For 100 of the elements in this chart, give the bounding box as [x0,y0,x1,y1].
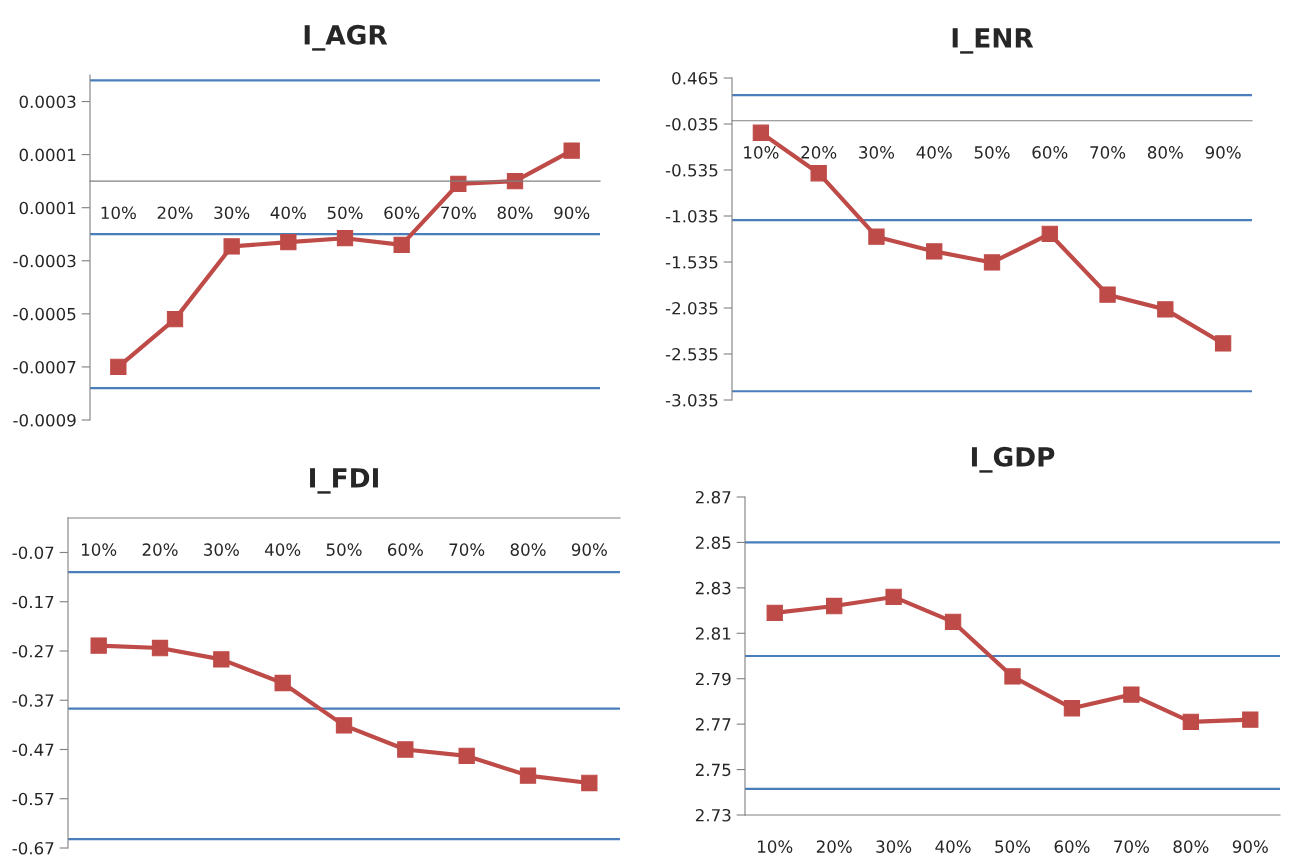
y-tick-label: 2.83 [695,581,731,595]
point [868,228,885,245]
x-tick-label: 20% [142,543,178,556]
x-tick-label: 20% [816,840,852,853]
y-tick-label: 2.87 [695,490,731,504]
x-tick-label: 70% [441,206,476,220]
point [274,674,291,692]
x-tick-label: 90% [1232,840,1268,853]
point [1182,713,1199,731]
point [1214,335,1232,352]
y-tick-label: -2.035 [665,301,718,315]
y-tick-label: 2.85 [695,536,731,549]
y-tick-label: -2.535 [665,347,718,361]
x-tick-label: 90% [1205,146,1241,159]
y-tick-label: -0.535 [665,163,718,177]
x-tick-label: 30% [859,146,895,159]
y-tick-label: 2.81 [695,627,731,640]
y-tick-label: -0.27 [12,644,54,658]
x-tick-label: 80% [497,206,533,220]
x-tick-label: 70% [449,543,485,556]
point [519,767,537,784]
x-tick-label: 50% [995,840,1031,853]
y-tick-label: -0.0007 [13,360,76,374]
x-tick-label: 80% [1147,146,1183,159]
x-tick-label: 70% [1090,146,1126,159]
y-tick-label: 0.0001 [19,148,76,162]
y-tick-label: 2.75 [695,763,731,777]
y-tick-label: -0.67 [12,841,54,855]
point [1099,286,1116,303]
x-tick-label: 10% [758,840,793,853]
x-tick-label: 30% [214,206,250,220]
x-tick-label: 40% [916,146,952,159]
x-tick-label: 50% [327,206,363,220]
chart-title: I_AGR [304,24,388,51]
y-tick-label: -1.035 [665,209,718,223]
x-tick-label: 10% [81,543,117,556]
point [810,165,827,182]
chart-title: I_GDP [971,446,1055,473]
x-tick-label: 30% [204,543,239,556]
y-tick-label: 0.0003 [19,95,76,109]
y-tick-label: -0.035 [665,117,718,131]
x-tick-label: 40% [264,543,301,556]
x-tick-label: 60% [384,206,420,220]
y-tick-label: -0.07 [12,546,54,560]
point [752,124,770,141]
point [450,175,467,192]
point [885,588,902,606]
y-tick-label: 0.465 [672,71,718,85]
point [1123,686,1140,703]
point [944,613,962,631]
x-tick-label: 90% [554,206,590,220]
y-tick-label: 0.0001 [19,201,76,215]
point [983,254,1001,271]
x-tick-label: 30% [876,840,912,853]
y-tick-label: -3.035 [665,393,718,407]
point [223,238,240,255]
point [1242,711,1259,728]
y-tick-label: -0.17 [12,595,54,609]
y-tick-label: -1.535 [665,255,718,269]
x-tick-label: 60% [1054,840,1090,853]
point [90,637,107,654]
point [1063,700,1081,717]
point [766,604,783,621]
point [393,236,410,253]
point [335,717,353,734]
point [166,311,184,328]
point [458,747,475,765]
point [336,230,354,247]
point [506,173,524,190]
x-tick-label: 80% [510,543,546,556]
point [280,234,297,251]
point [213,651,230,668]
x-tick-label: 40% [270,206,306,220]
y-tick-label: 2.73 [695,808,731,822]
x-tick-label: 10% [101,206,136,220]
point [826,597,843,615]
point [563,142,580,159]
point [581,774,598,792]
point [397,741,414,758]
x-tick-label: 80% [1173,840,1209,853]
point [1004,668,1021,685]
y-tick-label: -0.57 [12,792,54,806]
point [110,358,127,376]
y-tick-label: -0.0003 [13,254,76,268]
point [926,243,943,260]
y-tick-label: 2.77 [695,718,731,731]
chart-title: I_ENR [952,28,1034,54]
x-tick-label: 10% [744,146,779,159]
x-tick-label: 50% [974,146,1010,159]
x-tick-label: 70% [1114,840,1149,853]
chart-title: I_FDI [310,468,378,494]
x-tick-label: 20% [801,146,837,159]
point [151,639,169,657]
point [1157,301,1174,318]
x-tick-label: 40% [935,840,971,853]
y-tick-label: 2.79 [695,672,731,686]
x-tick-label: 20% [157,206,193,220]
x-tick-label: 60% [1032,146,1068,159]
y-tick-label: -0.0005 [13,307,76,321]
point [1041,225,1058,243]
